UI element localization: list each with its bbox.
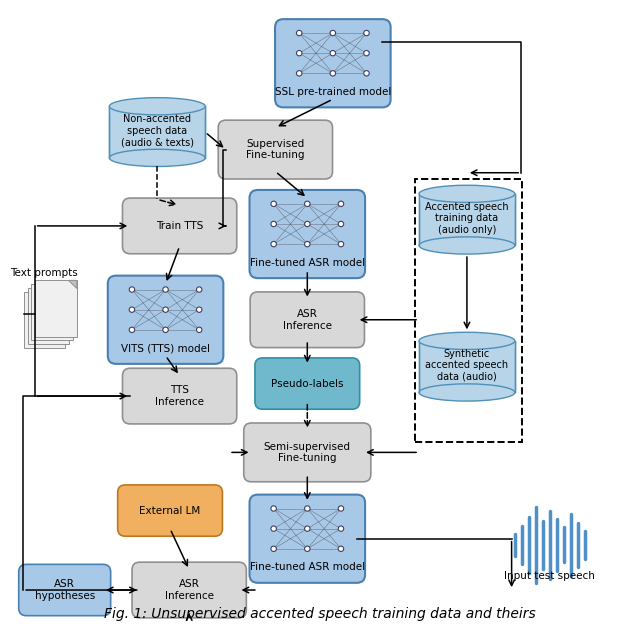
- Circle shape: [196, 327, 202, 332]
- Circle shape: [338, 241, 344, 247]
- Text: ASR
hypotheses: ASR hypotheses: [35, 579, 95, 601]
- FancyBboxPatch shape: [31, 284, 73, 340]
- Circle shape: [338, 201, 344, 206]
- FancyBboxPatch shape: [250, 292, 364, 347]
- Text: External LM: External LM: [140, 505, 201, 515]
- Polygon shape: [109, 106, 205, 158]
- Circle shape: [364, 51, 369, 56]
- FancyBboxPatch shape: [255, 358, 360, 409]
- Circle shape: [196, 287, 202, 292]
- Ellipse shape: [419, 332, 515, 349]
- FancyBboxPatch shape: [250, 190, 365, 278]
- Text: Synthetic
accented speech
data (audio): Synthetic accented speech data (audio): [426, 349, 509, 382]
- Ellipse shape: [109, 98, 205, 115]
- Ellipse shape: [109, 149, 205, 167]
- Text: Train TTS: Train TTS: [156, 221, 204, 231]
- Text: Fine-tuned ASR model: Fine-tuned ASR model: [250, 258, 365, 268]
- Circle shape: [364, 71, 369, 76]
- Text: Fig. 1: Unsupervised accented speech training data and theirs: Fig. 1: Unsupervised accented speech tra…: [104, 608, 536, 621]
- Circle shape: [129, 287, 134, 292]
- Circle shape: [305, 546, 310, 552]
- Circle shape: [364, 30, 369, 36]
- Text: Non-accented
speech data
(audio & texts): Non-accented speech data (audio & texts): [121, 114, 194, 147]
- Circle shape: [305, 221, 310, 227]
- FancyBboxPatch shape: [244, 423, 371, 482]
- FancyBboxPatch shape: [28, 288, 69, 344]
- FancyBboxPatch shape: [132, 562, 246, 618]
- Circle shape: [271, 241, 276, 247]
- Text: Pseudo-labels: Pseudo-labels: [271, 379, 344, 389]
- Text: SSL pre-trained model: SSL pre-trained model: [275, 87, 391, 97]
- Text: ASR
Inference: ASR Inference: [164, 579, 214, 601]
- Circle shape: [163, 307, 168, 312]
- FancyBboxPatch shape: [250, 495, 365, 583]
- Text: Semi-supervised
Fine-tuning: Semi-supervised Fine-tuning: [264, 441, 351, 463]
- Circle shape: [338, 526, 344, 531]
- Circle shape: [338, 546, 344, 552]
- Ellipse shape: [419, 384, 515, 401]
- FancyBboxPatch shape: [24, 292, 65, 348]
- Circle shape: [296, 30, 302, 36]
- FancyBboxPatch shape: [19, 564, 111, 616]
- Text: Accented speech
training data
(audio only): Accented speech training data (audio onl…: [425, 202, 509, 235]
- Circle shape: [196, 307, 202, 312]
- FancyBboxPatch shape: [419, 194, 515, 203]
- Circle shape: [271, 526, 276, 531]
- Circle shape: [338, 506, 344, 511]
- FancyBboxPatch shape: [419, 341, 515, 349]
- Text: Input test speech: Input test speech: [504, 571, 595, 581]
- Circle shape: [330, 30, 335, 36]
- Text: Text prompts: Text prompts: [10, 268, 78, 278]
- Text: Fine-tuned ASR model: Fine-tuned ASR model: [250, 562, 365, 572]
- Circle shape: [129, 327, 134, 332]
- Circle shape: [271, 546, 276, 552]
- Circle shape: [163, 327, 168, 332]
- Circle shape: [129, 307, 134, 312]
- Circle shape: [330, 51, 335, 56]
- Circle shape: [305, 526, 310, 531]
- Text: VITS (TTS) model: VITS (TTS) model: [121, 344, 210, 354]
- Circle shape: [271, 506, 276, 511]
- Text: TTS
Inference: TTS Inference: [155, 385, 204, 407]
- Polygon shape: [68, 280, 77, 288]
- Ellipse shape: [419, 185, 515, 203]
- FancyBboxPatch shape: [275, 19, 390, 107]
- Circle shape: [271, 201, 276, 206]
- Circle shape: [296, 51, 302, 56]
- Polygon shape: [419, 341, 515, 393]
- FancyBboxPatch shape: [109, 106, 205, 115]
- Circle shape: [296, 71, 302, 76]
- Circle shape: [163, 287, 168, 292]
- Circle shape: [305, 201, 310, 206]
- Circle shape: [338, 221, 344, 227]
- Polygon shape: [419, 194, 515, 245]
- Ellipse shape: [419, 237, 515, 254]
- Circle shape: [305, 506, 310, 511]
- Text: Supervised
Fine-tuning: Supervised Fine-tuning: [246, 139, 305, 161]
- FancyBboxPatch shape: [35, 280, 77, 337]
- FancyBboxPatch shape: [108, 276, 223, 364]
- Circle shape: [271, 221, 276, 227]
- Text: ASR
Inference: ASR Inference: [283, 309, 332, 330]
- FancyBboxPatch shape: [122, 368, 237, 424]
- Circle shape: [305, 241, 310, 247]
- FancyBboxPatch shape: [122, 198, 237, 254]
- FancyBboxPatch shape: [218, 120, 333, 179]
- FancyBboxPatch shape: [118, 485, 222, 536]
- Circle shape: [330, 71, 335, 76]
